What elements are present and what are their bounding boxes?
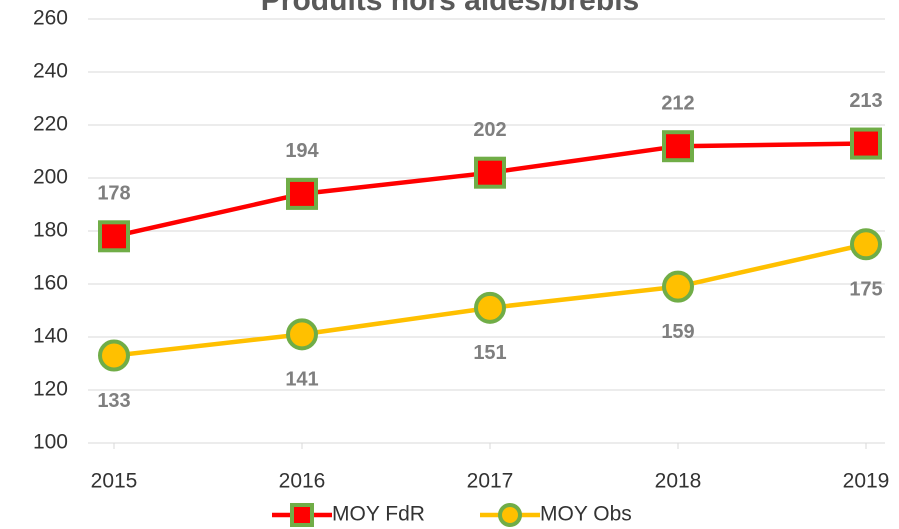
x-tick-label: 2015 <box>91 470 138 493</box>
data-point <box>850 228 882 261</box>
y-tick-label: 200 <box>33 166 68 189</box>
data-label: 151 <box>473 342 506 364</box>
y-tick-label: 180 <box>33 219 68 242</box>
x-tick-label: 2018 <box>655 470 702 493</box>
legend-label: MOY FdR <box>332 503 425 526</box>
data-point <box>286 177 318 210</box>
y-tick-label: 100 <box>33 431 68 454</box>
chart-title: Produits hors aides/brebis <box>261 0 639 17</box>
data-label: 175 <box>849 279 882 301</box>
data-label: 194 <box>285 140 319 162</box>
data-point <box>474 291 506 324</box>
data-label: 141 <box>285 369 318 391</box>
data-label: 202 <box>473 119 506 141</box>
data-label: 213 <box>849 90 882 112</box>
x-tick-label: 2017 <box>467 470 514 493</box>
y-tick-label: 260 <box>33 7 68 30</box>
legend-label: MOY Obs <box>540 503 632 526</box>
data-point <box>98 339 130 372</box>
data-point <box>286 318 318 351</box>
y-tick-label: 140 <box>33 325 68 348</box>
x-tick-label: 2019 <box>843 470 890 493</box>
data-label: 212 <box>661 92 694 114</box>
data-point <box>850 127 882 160</box>
data-label: 133 <box>97 390 130 412</box>
legend-marker <box>290 503 314 527</box>
y-tick-label: 120 <box>33 378 68 401</box>
y-tick-label: 240 <box>33 60 68 83</box>
y-tick-label: 160 <box>33 272 68 295</box>
legend-marker <box>498 503 522 527</box>
x-tick-label: 2016 <box>279 470 326 493</box>
y-tick-label: 220 <box>33 113 68 136</box>
data-label: 159 <box>661 321 694 343</box>
data-point <box>474 156 506 189</box>
data-label: 178 <box>97 183 130 205</box>
data-point <box>98 220 130 253</box>
data-point <box>662 130 694 163</box>
data-point <box>662 270 694 303</box>
